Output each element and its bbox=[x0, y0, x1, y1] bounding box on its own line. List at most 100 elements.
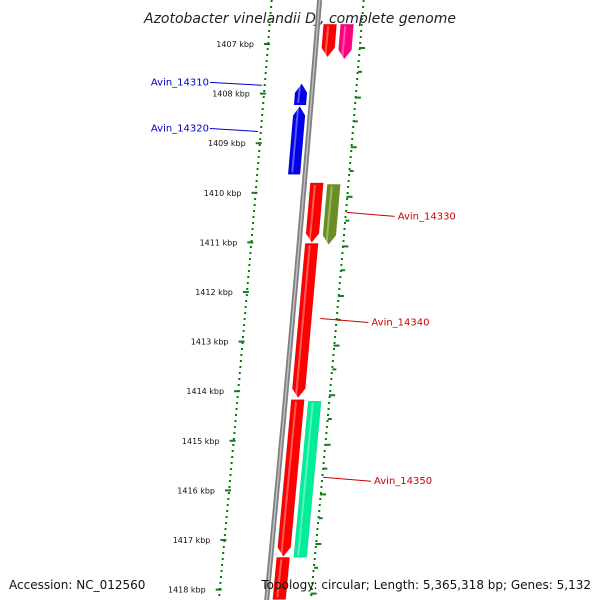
scale-dot-left bbox=[270, 6, 273, 8]
scale-dot-right bbox=[362, 0, 365, 2]
scale-dot-left bbox=[246, 288, 249, 290]
gene-label-avin_14350[interactable]: Avin_14350 bbox=[374, 476, 432, 487]
scale-dot-right bbox=[348, 174, 351, 176]
tick-mark-right bbox=[346, 195, 353, 198]
scale-dot-right bbox=[359, 36, 362, 38]
tick-mark-left bbox=[251, 191, 258, 194]
scale-dot-right bbox=[357, 66, 360, 68]
tick-mark-minor bbox=[341, 269, 346, 272]
tick-mark-right bbox=[333, 344, 340, 347]
scale-dot-right bbox=[346, 198, 349, 200]
scale-dot-left bbox=[233, 426, 236, 428]
scale-dot-left bbox=[266, 54, 269, 56]
scale-dot-left bbox=[261, 108, 264, 110]
scale-dot-left bbox=[245, 300, 248, 302]
gene-label-avin_14330[interactable]: Avin_14330 bbox=[398, 211, 456, 222]
genome-stats-text: Topology: circular; Length: 5,365,318 bp… bbox=[261, 578, 591, 592]
gene-avin_14310[interactable] bbox=[293, 83, 308, 106]
scale-dot-right bbox=[353, 114, 356, 116]
scale-dot-right bbox=[324, 438, 327, 440]
scale-dot-right bbox=[321, 474, 324, 476]
scale-dot-right bbox=[356, 72, 359, 74]
scale-dot-right bbox=[327, 414, 329, 416]
scale-dot-right bbox=[352, 120, 355, 122]
scale-dot-right bbox=[351, 138, 354, 140]
scale-dot-right bbox=[330, 372, 333, 374]
scale-dot-left bbox=[249, 246, 252, 248]
gene-avin_14320[interactable] bbox=[287, 106, 306, 175]
scale-dot-left bbox=[256, 168, 259, 170]
scale-dot-right bbox=[339, 270, 342, 272]
scale-dot-left bbox=[231, 456, 234, 458]
tick-mark-minor bbox=[332, 368, 337, 371]
scale-dot-left bbox=[233, 432, 236, 434]
scale-dot-left bbox=[252, 216, 255, 218]
scale-dot-left bbox=[257, 156, 260, 158]
gene-highlight bbox=[325, 186, 333, 243]
scale-dot-left bbox=[226, 510, 229, 512]
scale-dot-right bbox=[361, 12, 364, 14]
scale-dot-right bbox=[361, 18, 364, 20]
gene-label-avin_14310[interactable]: Avin_14310 bbox=[151, 77, 209, 88]
gene-label-avin_14340[interactable]: Avin_14340 bbox=[371, 318, 429, 329]
scale-dot-left bbox=[222, 546, 225, 548]
genome-backbone bbox=[264, 0, 323, 600]
scale-dot-right bbox=[340, 264, 343, 266]
scale-dot-left bbox=[218, 594, 221, 596]
scale-dot-left bbox=[260, 120, 263, 122]
scale-dot-right bbox=[317, 516, 320, 518]
gene-label-leader bbox=[322, 476, 372, 482]
scale-dot-left bbox=[231, 450, 234, 452]
scale-dot-right bbox=[318, 510, 321, 512]
scale-dot-left bbox=[238, 372, 241, 374]
gene-avin_14340[interactable] bbox=[292, 243, 319, 399]
scale-dot-left bbox=[251, 228, 254, 230]
gene-highlight bbox=[280, 401, 297, 555]
scale-dot-left bbox=[249, 252, 252, 254]
scale-dot-left bbox=[237, 384, 240, 386]
scale-dot-left bbox=[259, 138, 262, 140]
gene-red-1414[interactable] bbox=[277, 399, 305, 557]
tick-marks bbox=[215, 43, 365, 595]
scale-dot-right bbox=[326, 420, 329, 422]
scale-dot-left bbox=[224, 528, 227, 530]
scale-dot-right bbox=[315, 534, 318, 536]
tick-mark-right bbox=[337, 295, 344, 297]
scale-dot-right bbox=[328, 402, 331, 404]
scale-dot-right bbox=[345, 210, 348, 212]
scale-dot-right bbox=[358, 54, 361, 56]
scale-dot-right bbox=[340, 258, 343, 260]
tick-mark-left bbox=[229, 439, 236, 442]
scale-dot-left bbox=[238, 378, 241, 380]
gene-upper-red[interactable] bbox=[321, 23, 337, 58]
gene-highlight bbox=[295, 245, 311, 396]
scale-dot-right bbox=[344, 216, 347, 218]
scale-dot-left bbox=[220, 570, 223, 572]
tick-mark-right bbox=[354, 96, 361, 99]
scale-dot-right bbox=[350, 144, 353, 146]
tick-label: 1418 kbp bbox=[168, 586, 206, 595]
scale-dot-right bbox=[330, 378, 333, 380]
scale-dot-left bbox=[229, 474, 232, 476]
scale-dot-right bbox=[315, 540, 318, 542]
tick-mark-minor bbox=[318, 517, 323, 520]
scale-dot-right bbox=[318, 504, 321, 506]
scale-dot-left bbox=[265, 60, 268, 62]
scale-dot-right bbox=[362, 6, 365, 8]
gene-label-avin_14320[interactable]: Avin_14320 bbox=[151, 123, 209, 134]
gene-upper-pink[interactable] bbox=[338, 23, 354, 60]
tick-label: 1411 kbp bbox=[200, 238, 238, 247]
tick-mark-left bbox=[255, 142, 262, 145]
scale-dot-right bbox=[319, 492, 322, 494]
scale-dot-right bbox=[314, 552, 317, 554]
gene-avin_14350[interactable] bbox=[293, 400, 322, 558]
gene-highlight bbox=[297, 85, 301, 104]
tick-mark-right bbox=[324, 443, 331, 446]
scale-dot-right bbox=[317, 522, 320, 524]
gene-avin_14330[interactable] bbox=[322, 184, 341, 245]
gene-red-1410[interactable] bbox=[305, 182, 324, 243]
scale-dot-right bbox=[342, 240, 345, 242]
scale-dot-right bbox=[335, 318, 338, 320]
scale-dot-right bbox=[328, 396, 331, 398]
tick-mark-right bbox=[320, 493, 326, 496]
